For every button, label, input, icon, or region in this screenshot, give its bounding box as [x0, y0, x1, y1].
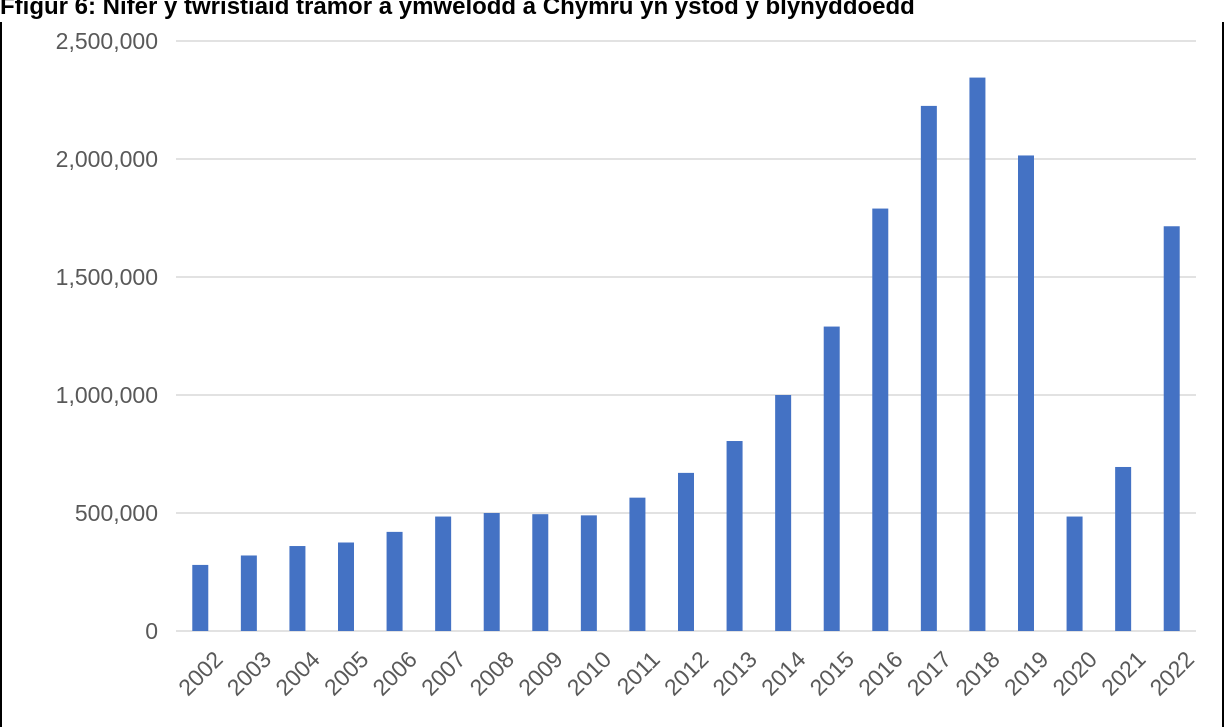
x-tick-label: 2012 — [659, 646, 714, 701]
x-axis-tick-labels: 2002200320042005200620072008200920102011… — [173, 646, 1199, 701]
x-tick-label: 2017 — [902, 646, 957, 701]
chart-title: Ffigur 6: Nifer y twristiaid tramor a ym… — [0, 0, 915, 20]
bar-2002 — [192, 564, 209, 631]
y-tick-label: 0 — [145, 618, 158, 644]
x-tick-label: 2004 — [270, 646, 325, 701]
bar-2018 — [969, 77, 986, 631]
bar-2013 — [726, 441, 743, 631]
bar-2005 — [338, 542, 354, 631]
x-tick-label: 2018 — [950, 646, 1005, 701]
x-tick-label: 2022 — [1145, 646, 1200, 701]
bar-2014 — [775, 395, 792, 631]
x-tick-label: 2019 — [999, 646, 1054, 701]
bar-2006 — [386, 531, 403, 631]
y-tick-label: 1,000,000 — [56, 382, 158, 408]
bars — [192, 77, 1180, 631]
bar-2007 — [435, 516, 452, 631]
y-tick-label: 1,500,000 — [56, 264, 158, 290]
bar-2003 — [240, 555, 257, 631]
x-tick-label: 2007 — [416, 646, 471, 701]
x-tick-label: 2016 — [853, 646, 908, 701]
y-tick-label: 2,000,000 — [56, 146, 158, 172]
x-tick-label: 2005 — [319, 646, 374, 701]
x-tick-label: 2021 — [1096, 646, 1151, 701]
x-tick-label: 2003 — [222, 646, 277, 701]
x-tick-label: 2010 — [562, 646, 617, 701]
bar-2010 — [580, 515, 597, 631]
bar-2017 — [920, 105, 937, 631]
bar-2012 — [678, 472, 694, 631]
x-tick-label: 2015 — [805, 646, 860, 701]
bar-2021 — [1115, 466, 1132, 631]
bar-2008 — [483, 513, 500, 631]
bar-2004 — [289, 546, 306, 631]
x-tick-label: 2008 — [465, 646, 520, 701]
bar-2019 — [1018, 155, 1034, 631]
y-tick-label: 500,000 — [75, 500, 158, 526]
x-tick-label: 2002 — [173, 646, 228, 701]
x-tick-label: 2009 — [513, 646, 568, 701]
x-tick-label: 2006 — [367, 646, 422, 701]
bar-2011 — [629, 497, 646, 631]
y-tick-label: 2,500,000 — [56, 28, 158, 54]
y-axis-tick-labels: 0 500,000 1,000,000 1,500,000 2,000,000 2,500… — [56, 28, 158, 644]
bar-2022 — [1163, 226, 1180, 631]
bar-2016 — [872, 208, 889, 631]
x-tick-label: 2020 — [1047, 646, 1102, 701]
bar-2020 — [1066, 516, 1083, 631]
frame-right-border — [1222, 22, 1224, 727]
x-tick-label: 2014 — [756, 646, 811, 701]
bar-2009 — [532, 514, 549, 631]
x-tick-label: 2013 — [707, 646, 762, 701]
frame-left-border — [0, 22, 2, 727]
x-tick-label: 2011 — [611, 646, 664, 699]
bar-2015 — [823, 326, 840, 631]
